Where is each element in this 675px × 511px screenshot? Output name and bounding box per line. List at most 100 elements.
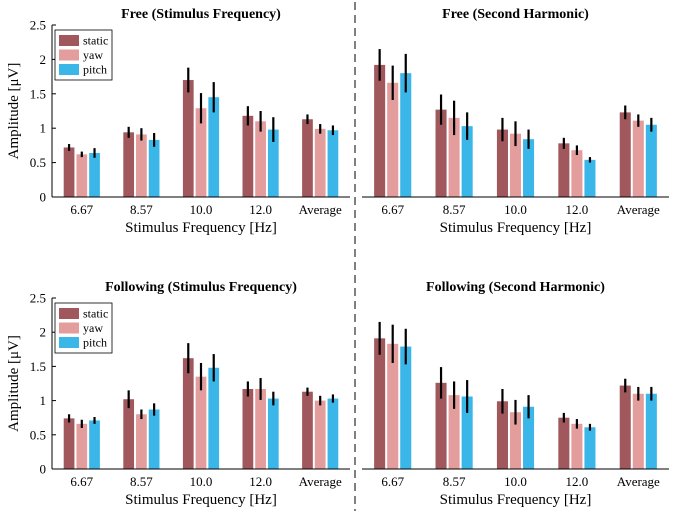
- y-tick-label: 2.5: [30, 291, 46, 306]
- legend-swatch-yaw: [59, 49, 79, 61]
- x-axis-label: Stimulus Frequency [Hz]: [440, 492, 592, 508]
- y-tick-label: 2: [40, 325, 47, 340]
- bar-pitch: [327, 130, 339, 197]
- bar-static: [496, 129, 508, 197]
- bar-yaw: [448, 117, 460, 197]
- bar-yaw: [136, 134, 147, 197]
- x-axis-label: Stimulus Frequency [Hz]: [440, 220, 592, 236]
- bar-static: [302, 119, 313, 197]
- legend-label-static: static: [83, 34, 108, 48]
- bar-yaw: [76, 423, 88, 469]
- y-axis-label: Amplitude [μV]: [6, 63, 22, 160]
- chart-follow-stim: Following (Stimulus Frequency) 6.67 8.57 10…: [6, 280, 350, 508]
- y-axis-label: Amplitude [μV]: [6, 335, 22, 432]
- bar-static: [435, 109, 447, 197]
- y-tick-label: 1.5: [30, 86, 46, 101]
- chart-free-stim: Free (Stimulus Frequency)6.67 8.57 10.0 12.…: [6, 7, 350, 236]
- x-axis-label: Stimulus Frequency [Hz]: [125, 492, 277, 508]
- bar-static: [496, 401, 508, 469]
- y-tick-label: 0: [40, 462, 47, 477]
- bar-pitch: [523, 406, 535, 469]
- bar-static: [435, 382, 447, 469]
- legend-label-yaw: yaw: [83, 48, 103, 62]
- y-tick-label: 1.5: [30, 359, 46, 374]
- bar-yaw: [195, 108, 207, 197]
- bar-pitch: [400, 346, 412, 469]
- bar-yaw: [632, 393, 644, 469]
- bar-yaw: [509, 133, 522, 197]
- bar-yaw: [387, 82, 399, 197]
- legend-swatch-static: [59, 35, 79, 46]
- x-tick-label: 8.57: [130, 474, 153, 489]
- chart-follow-harm: Following (Second Harmonic) 6.67 8.57 10.0 1…: [362, 280, 669, 508]
- chart-title: Following (Second Harmonic): [426, 280, 605, 295]
- bar-static: [182, 80, 194, 197]
- x-axis-label: Stimulus Frequency [Hz]: [125, 220, 277, 236]
- x-tick-label: 12.0: [249, 474, 272, 489]
- bar-pitch: [327, 398, 339, 469]
- x-tick-label: 12.0: [566, 202, 589, 217]
- legend-swatch-pitch: [59, 64, 79, 75]
- x-tick-label: Average: [617, 202, 660, 217]
- bar-pitch: [208, 367, 220, 469]
- legend-swatch-yaw: [59, 322, 79, 334]
- bar-static: [374, 338, 386, 469]
- x-tick-label: 12.0: [249, 202, 272, 217]
- chart-title: Free (Second Harmonic): [442, 7, 589, 22]
- bar-yaw: [509, 412, 522, 469]
- bar-yaw: [571, 150, 583, 197]
- bar-yaw: [255, 388, 266, 469]
- legend-label-pitch: pitch: [83, 336, 107, 350]
- x-tick-label: 8.57: [443, 202, 466, 217]
- bar-static: [182, 358, 194, 469]
- y-tick-label: 0.5: [30, 427, 46, 442]
- bar-static: [242, 115, 254, 197]
- x-tick-label: 6.67: [70, 474, 93, 489]
- bar-pitch: [267, 129, 279, 197]
- legend-label-yaw: yaw: [83, 321, 103, 335]
- bar-pitch: [584, 427, 596, 469]
- bar-static: [63, 147, 75, 197]
- bar-pitch: [208, 97, 220, 197]
- bar-yaw: [255, 121, 266, 197]
- x-tick-label: 10.0: [190, 202, 213, 217]
- legend-label-pitch: pitch: [83, 63, 107, 77]
- x-tick-label: Average: [299, 474, 342, 489]
- y-tick-label: 0: [40, 190, 47, 205]
- bar-pitch: [645, 124, 657, 197]
- bar-static: [374, 64, 386, 198]
- legend-label-static: static: [83, 307, 108, 321]
- bar-pitch: [461, 126, 473, 197]
- bar-static: [558, 143, 570, 197]
- bar-static: [123, 399, 135, 469]
- bar-pitch: [584, 159, 596, 197]
- bar-static: [63, 418, 75, 469]
- bar-pitch: [400, 73, 412, 197]
- bar-static: [242, 388, 254, 469]
- bar-static: [558, 417, 570, 469]
- x-tick-label: 6.67: [70, 202, 93, 217]
- chart-title: Following (Stimulus Frequency): [105, 280, 297, 295]
- bar-yaw: [448, 395, 460, 469]
- bar-yaw: [387, 343, 399, 469]
- x-tick-label: 8.57: [443, 474, 466, 489]
- bar-pitch: [523, 139, 535, 197]
- bar-pitch: [645, 393, 657, 469]
- x-tick-label: 10.0: [504, 202, 527, 217]
- bar-yaw: [136, 414, 147, 469]
- bar-pitch: [89, 420, 100, 469]
- bar-pitch: [461, 396, 473, 469]
- bar-pitch: [148, 139, 160, 197]
- y-tick-label: 0.5: [30, 155, 46, 170]
- bar-yaw: [195, 376, 207, 469]
- x-tick-label: 10.0: [190, 474, 213, 489]
- x-tick-label: Average: [299, 202, 342, 217]
- bar-yaw: [314, 128, 326, 197]
- y-tick-label: 2: [40, 52, 47, 67]
- bar-static: [302, 391, 313, 469]
- x-tick-label: 12.0: [566, 474, 589, 489]
- legend-swatch-pitch: [59, 337, 79, 348]
- bar-static: [619, 112, 631, 197]
- bar-yaw: [571, 423, 583, 469]
